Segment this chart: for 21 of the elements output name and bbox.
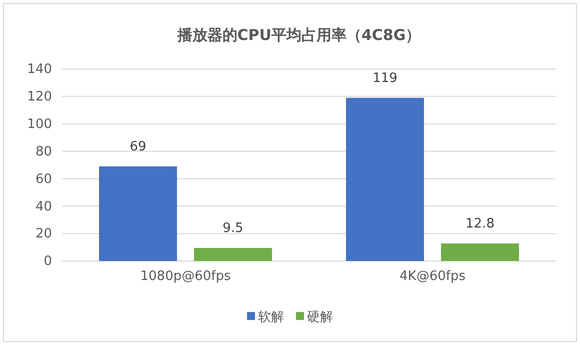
bar	[441, 243, 519, 261]
data-label: 119	[372, 70, 398, 86]
y-tick-label: 40	[35, 199, 52, 214]
bar	[346, 98, 424, 261]
y-tick-label: 100	[27, 117, 52, 132]
legend-label: 硬解	[307, 310, 333, 325]
bar	[99, 166, 177, 261]
y-tick-label: 140	[27, 62, 52, 78]
legend-label: 软解	[258, 310, 284, 325]
y-tick-label: 0	[44, 254, 52, 270]
bar	[194, 248, 272, 261]
data-label: 12.8	[466, 216, 494, 232]
chart-title: 播放器的CPU平均占用率（4C8G）	[176, 26, 421, 44]
data-label: 9.5	[222, 220, 244, 236]
y-tick-label: 80	[35, 144, 52, 160]
y-tick-label: 120	[27, 90, 52, 105]
data-label: 69	[130, 139, 146, 154]
y-tick-label: 60	[35, 172, 52, 187]
y-tick-label: 20	[35, 226, 52, 242]
x-tick-label: 4K@60fps	[400, 269, 466, 284]
x-tick-label: 1080p@60fps	[140, 269, 231, 284]
